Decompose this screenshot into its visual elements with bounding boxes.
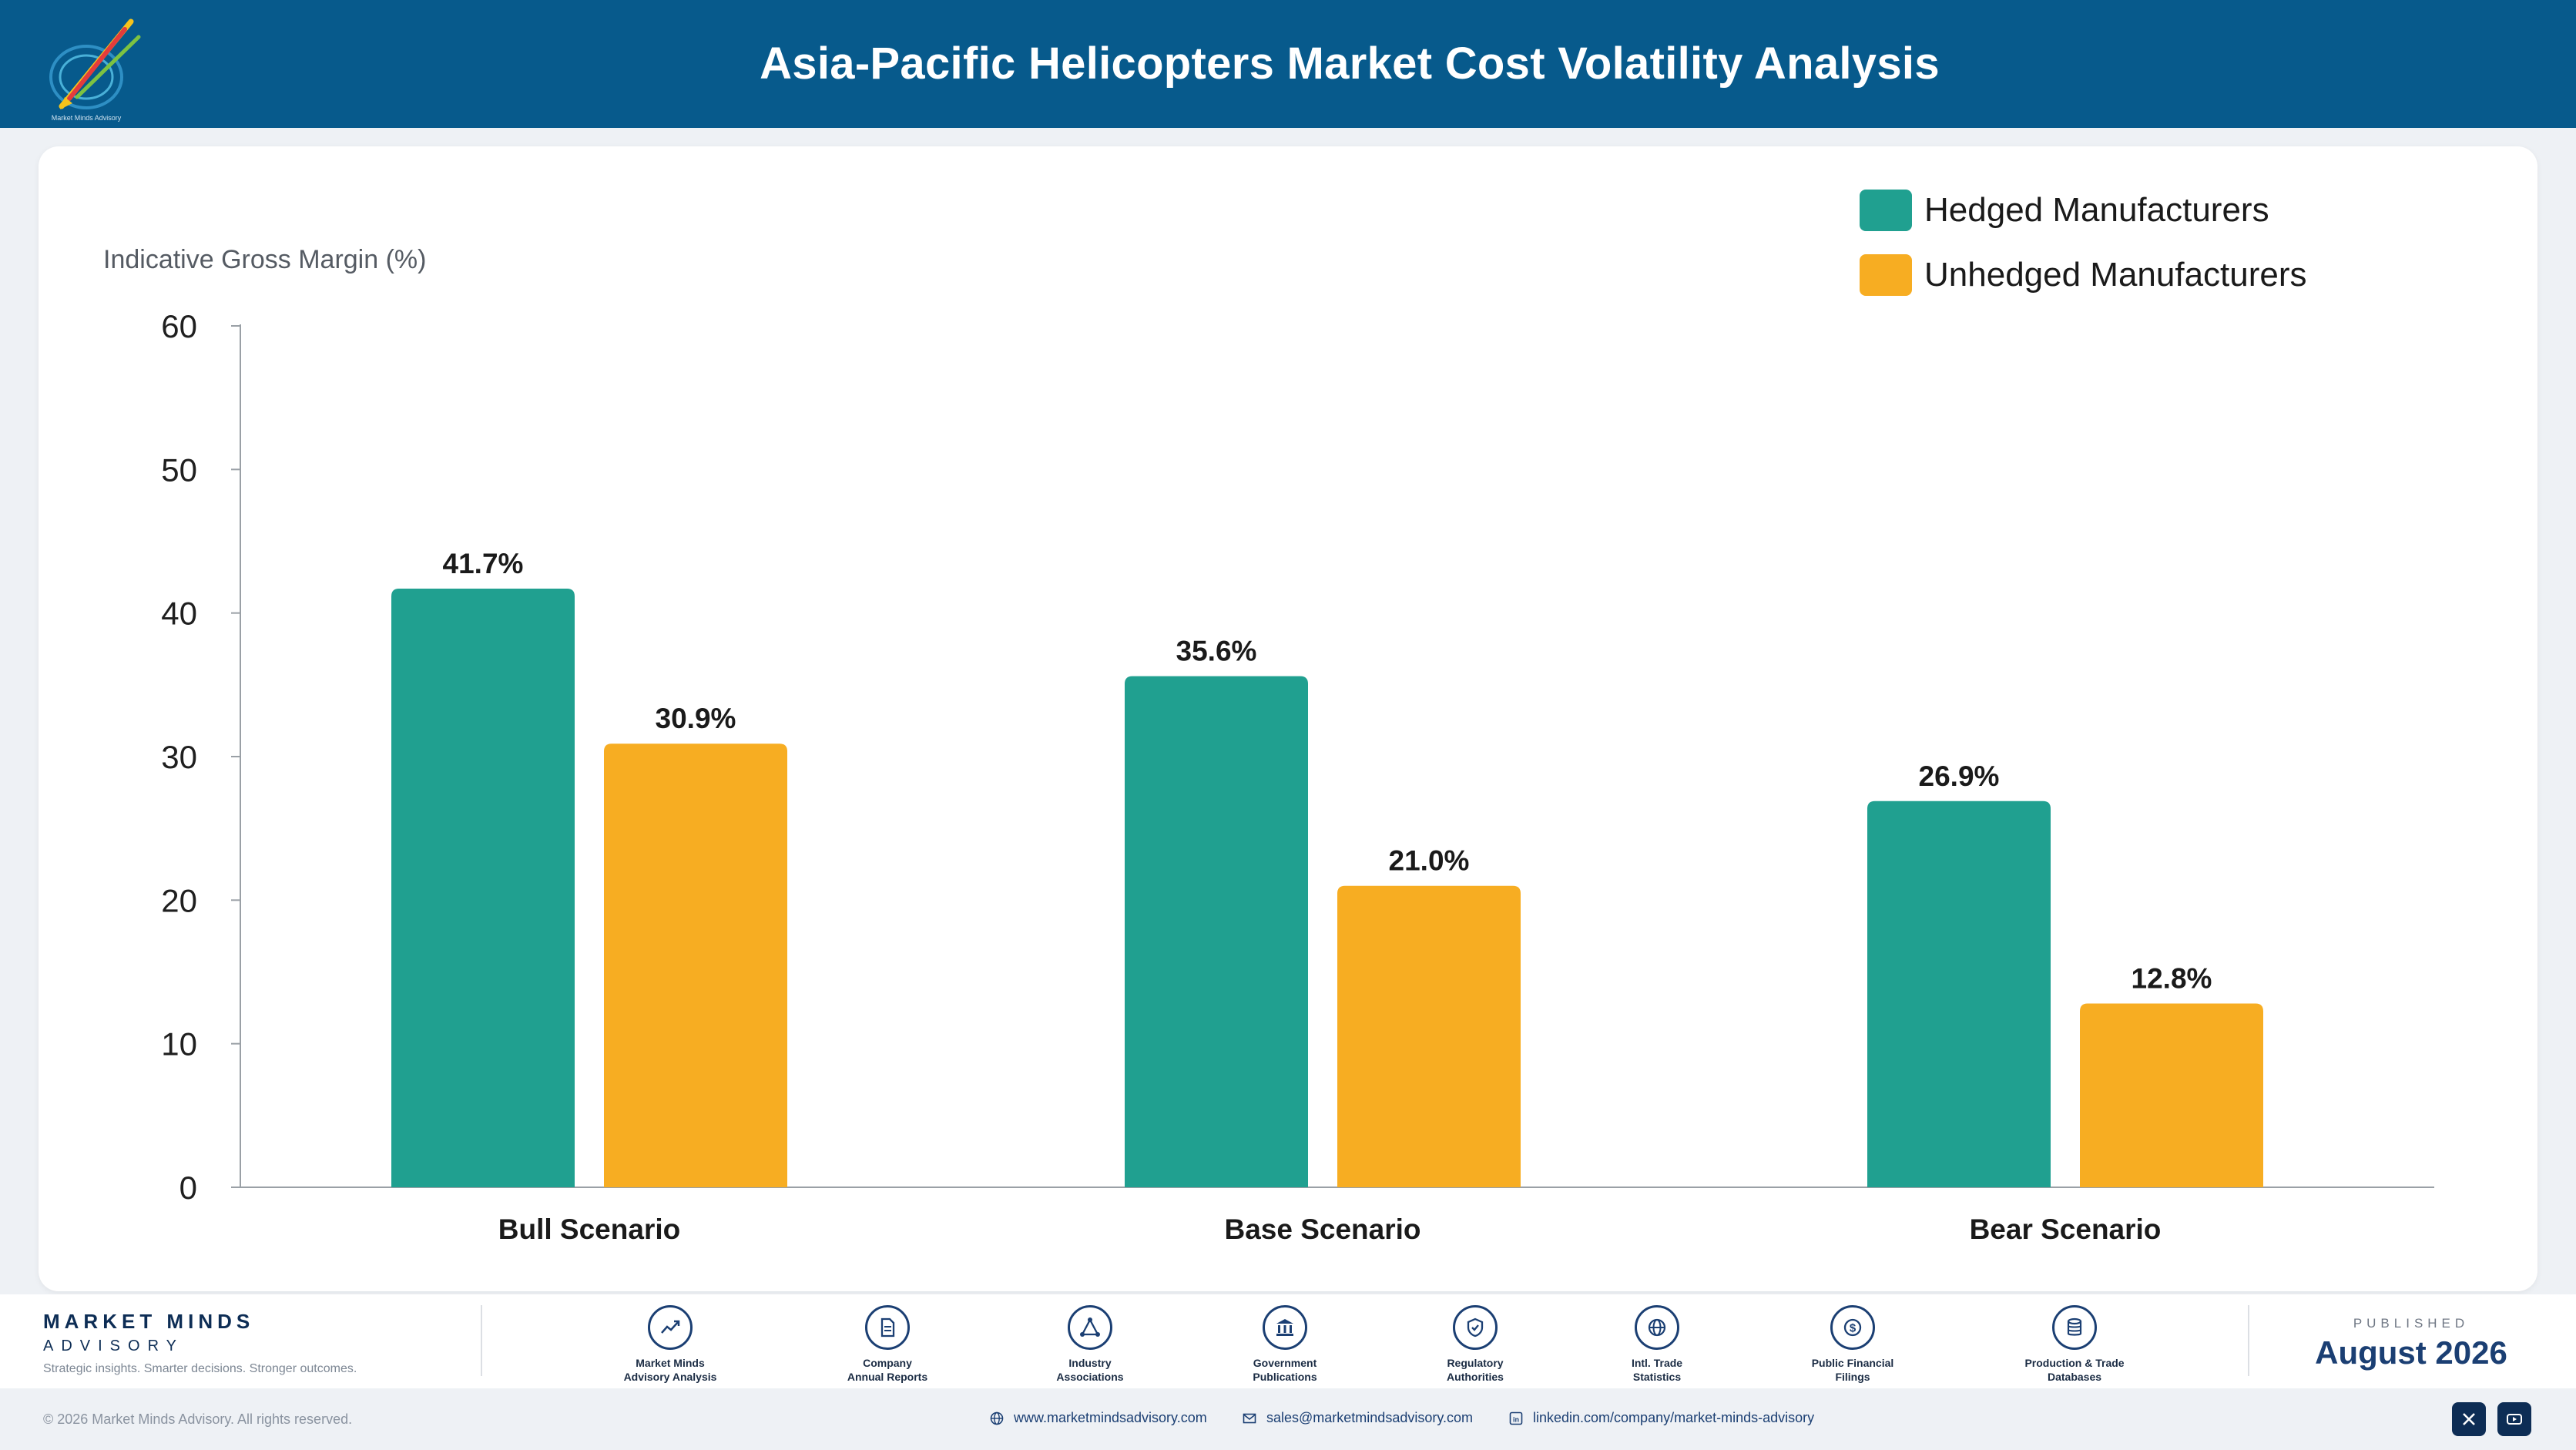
legend-swatch-unhedged xyxy=(1860,254,1912,296)
linkedin-icon: in xyxy=(1509,1411,1523,1425)
source-government-publications[interactable]: Government Publications xyxy=(1200,1305,1370,1384)
chart-card: Indicative Gross Margin (%) 0 10 20 30 40 50 60… xyxy=(39,146,2537,1291)
bar-hedged xyxy=(1125,676,1308,1187)
bottom-bar: © 2026 Market Minds Advisory. All rights… xyxy=(0,1391,2576,1450)
website-text: www.marketmindsadvisory.com xyxy=(1014,1410,1207,1425)
source-production-databases[interactable]: Production & Trade Databases xyxy=(1990,1305,2159,1384)
footer-divider xyxy=(2248,1305,2249,1376)
source-industry-associations[interactable]: Industry Associations xyxy=(1005,1305,1175,1384)
y-tick-label: 20 xyxy=(161,882,197,918)
document-icon xyxy=(865,1305,910,1350)
data-label-unhedged: 12.8% xyxy=(2132,962,2212,994)
legend-label-unhedged: Unhedged Manufacturers xyxy=(1924,256,2307,294)
x-category-label: Base Scenario xyxy=(1224,1213,1420,1245)
bar-chart: Indicative Gross Margin (%) 0 10 20 30 40 50 60… xyxy=(103,190,2434,1245)
legend-swatch-hedged xyxy=(1860,190,1912,231)
footer: MARKET MINDS ADVISORY Strategic insights… xyxy=(0,1294,2576,1388)
source-label: Regulatory Authorities xyxy=(1447,1357,1504,1383)
database-icon xyxy=(2052,1305,2097,1350)
logo-text: Market Minds Advisory xyxy=(52,114,122,122)
source-company-reports[interactable]: Company Annual Reports xyxy=(803,1305,972,1384)
network-icon xyxy=(1068,1305,1112,1350)
x-logo-icon xyxy=(2463,1413,2475,1425)
email-text: sales@marketmindsadvisory.com xyxy=(1266,1410,1474,1425)
data-label-hedged: 41.7% xyxy=(443,548,524,579)
source-label: Public Financial Filings xyxy=(1811,1357,1894,1383)
svg-text:in: in xyxy=(1513,1415,1519,1423)
source-label: Company Annual Reports xyxy=(847,1357,928,1383)
brand-subtitle: ADVISORY xyxy=(43,1338,184,1354)
bar-unhedged xyxy=(1337,885,1521,1187)
y-tick-label: 60 xyxy=(161,308,197,344)
bar-hedged xyxy=(1867,801,2051,1187)
source-trade-statistics[interactable]: Intl. Trade Statistics xyxy=(1572,1305,1742,1384)
source-label: Government Publications xyxy=(1253,1357,1317,1383)
y-tick-label: 0 xyxy=(179,1170,197,1206)
legend-label-hedged: Hedged Manufacturers xyxy=(1924,191,2269,229)
youtube-icon xyxy=(2507,1414,2522,1425)
globe-icon xyxy=(990,1411,1004,1425)
data-label-unhedged: 30.9% xyxy=(656,703,736,734)
page-title: Asia-Pacific Helicopters Market Cost Vol… xyxy=(760,39,1940,89)
youtube-social-button[interactable] xyxy=(2497,1402,2531,1436)
x-category-label: Bear Scenario xyxy=(1970,1213,2162,1245)
dollar-coin-icon: $ xyxy=(1830,1305,1875,1350)
source-label: Industry Associations xyxy=(1056,1357,1124,1383)
source-label: Production & Trade Databases xyxy=(2024,1357,2125,1383)
svg-text:$: $ xyxy=(1850,1322,1857,1335)
globe-icon xyxy=(1635,1305,1679,1350)
website-link[interactable]: www.marketmindsadvisory.com xyxy=(989,1410,1207,1426)
shield-check-icon xyxy=(1453,1305,1498,1350)
x-category-label: Bull Scenario xyxy=(498,1213,680,1245)
copyright-text: © 2026 Market Minds Advisory. All rights… xyxy=(43,1411,353,1427)
source-public-filings[interactable]: $ Public Financial Filings xyxy=(1768,1305,1937,1384)
brand-name: MARKET MINDS xyxy=(43,1310,255,1333)
government-building-icon xyxy=(1263,1305,1307,1350)
y-tick-label: 40 xyxy=(161,596,197,632)
bar-hedged xyxy=(391,588,575,1187)
data-label-unhedged: 21.0% xyxy=(1389,845,1470,877)
header-bar: Market Minds Advisory Asia-Pacific Helic… xyxy=(0,0,2576,128)
mail-icon xyxy=(1243,1413,1256,1423)
email-link[interactable]: sales@marketmindsadvisory.com xyxy=(1242,1410,1473,1426)
bar-unhedged xyxy=(2080,1003,2263,1187)
y-axis-title: Indicative Gross Margin (%) xyxy=(103,245,426,274)
data-label-hedged: 26.9% xyxy=(1919,760,2000,792)
trend-chart-icon xyxy=(648,1305,693,1350)
linkedin-text: linkedin.com/company/market-minds-adviso… xyxy=(1533,1410,1815,1425)
linkedin-link[interactable]: in linkedin.com/company/market-minds-adv… xyxy=(1508,1410,1814,1426)
footer-divider xyxy=(481,1305,482,1376)
data-label-hedged: 35.6% xyxy=(1176,636,1257,667)
bar-unhedged xyxy=(604,743,787,1187)
published-date: August 2026 xyxy=(2315,1334,2507,1371)
x-social-button[interactable] xyxy=(2452,1402,2486,1436)
y-tick-label: 30 xyxy=(161,739,197,775)
market-minds-logo[interactable]: Market Minds Advisory xyxy=(39,6,154,122)
source-label: Market Minds Advisory Analysis xyxy=(623,1357,717,1383)
y-tick-label: 10 xyxy=(161,1026,197,1062)
source-regulatory-authorities[interactable]: Regulatory Authorities xyxy=(1390,1305,1560,1384)
source-label: Intl. Trade Statistics xyxy=(1631,1357,1683,1383)
published-label: PUBLISHED xyxy=(2353,1316,2470,1331)
y-tick-label: 50 xyxy=(161,451,197,488)
source-market-minds-analysis[interactable]: Market Minds Advisory Analysis xyxy=(585,1305,755,1384)
brand-tagline: Strategic insights. Smarter decisions. S… xyxy=(43,1362,357,1375)
